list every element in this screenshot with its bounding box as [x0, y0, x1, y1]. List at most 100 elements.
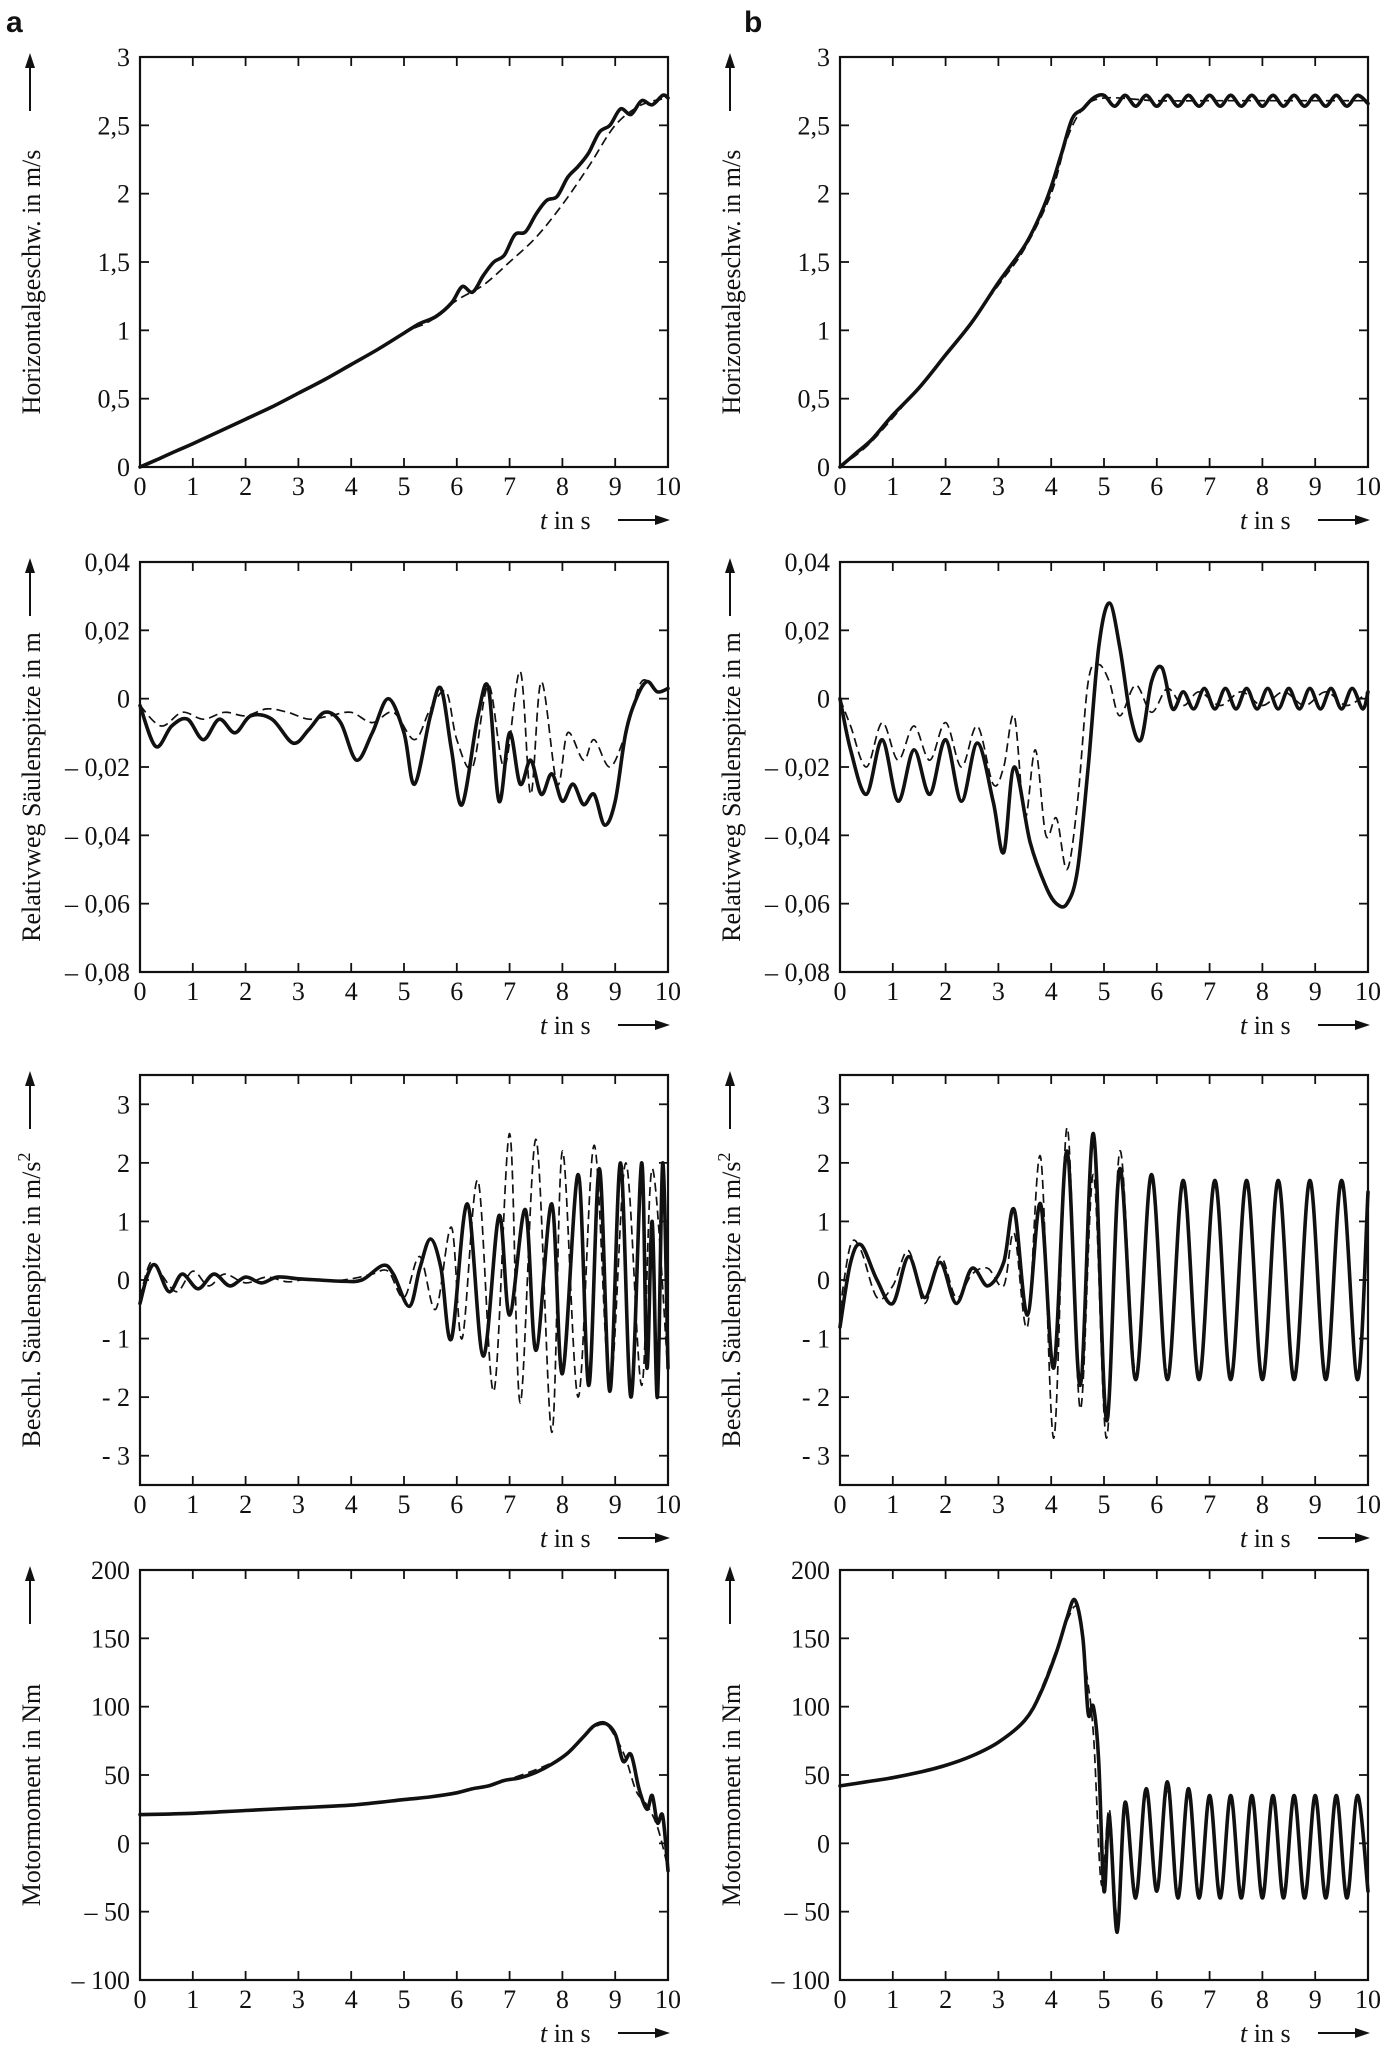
x-tick-label: 7	[503, 472, 516, 501]
x-tick-label: 3	[992, 1985, 1005, 2014]
x-tick-label: 1	[186, 1985, 199, 2014]
y-tick-label: 0	[817, 1829, 830, 1858]
y-tick-label: 0	[117, 1266, 130, 1295]
x-tick-label: 9	[609, 977, 622, 1006]
x-tick-label: 8	[1256, 472, 1269, 501]
x-tick-label: 1	[186, 1490, 199, 1519]
chart-a-3: 0 1 2 3 4 5 6 7 8 9 10 - 3 - 2 - 1 0 1 2 3 t in s Beschl. S…	[14, 1071, 681, 1553]
x-axis-title: t in s	[540, 2019, 591, 2048]
x-tick-label: 8	[556, 977, 569, 1006]
x-tick-label: 0	[134, 1490, 147, 1519]
y-tick-label: 3	[117, 1090, 130, 1119]
y-tick-label: 50	[804, 1761, 830, 1790]
x-tick-label: 6	[1150, 1490, 1163, 1519]
panel-label-b: b	[744, 6, 762, 39]
series-line-dashed	[839, 1605, 1369, 1920]
x-tick-label: 8	[1256, 977, 1269, 1006]
x-tick-label: 2	[939, 977, 952, 1006]
x-tick-label: 8	[1256, 1985, 1269, 2014]
x-tick-label: 6	[450, 977, 463, 1006]
x-tick-label: 10	[655, 977, 681, 1006]
x-tick-label: 2	[939, 1490, 952, 1519]
x-tick-label: 1	[886, 977, 899, 1006]
y-axis-arrowhead	[25, 1071, 35, 1086]
x-tick-label: 3	[292, 1490, 305, 1519]
y-axis-arrowhead	[725, 1071, 735, 1086]
y-tick-label: 150	[91, 1624, 130, 1653]
x-tick-label: 1	[886, 1985, 899, 2014]
x-axis-title: t in s	[1240, 506, 1291, 535]
series-line-solid	[838, 601, 1370, 909]
y-tick-label: 1	[117, 1207, 130, 1236]
y-tick-label: 2	[817, 180, 830, 209]
x-tick-label: 10	[1355, 977, 1381, 1006]
x-tick-label: 4	[1045, 1490, 1058, 1519]
x-tick-label: 2	[939, 472, 952, 501]
y-tick-label: – 0,04	[764, 821, 830, 850]
y-axis-arrowhead	[725, 558, 735, 573]
x-tick-label: 5	[398, 472, 411, 501]
y-tick-label: 2	[117, 180, 130, 209]
x-tick-label: 6	[1150, 977, 1163, 1006]
panel-label-a: a	[6, 6, 23, 39]
y-tick-label: 0	[117, 685, 130, 714]
y-tick-label: 0	[117, 1829, 130, 1858]
y-tick-label: 2,5	[98, 111, 131, 140]
chart-b-4: 0 1 2 3 4 5 6 7 8 9 10 – 100 – 50 0 50 100 150 200 t in s M…	[717, 1556, 1381, 2048]
x-tick-label: 10	[1355, 1490, 1381, 1519]
x-tick-label: 10	[1355, 1985, 1381, 2014]
x-tick-label: 7	[1203, 977, 1216, 1006]
x-tick-label: 4	[345, 472, 358, 501]
x-axis-arrowhead	[655, 515, 670, 525]
x-tick-label: 10	[1355, 472, 1381, 501]
series-line-solid	[838, 1131, 1370, 1423]
x-tick-label: 10	[655, 1490, 681, 1519]
x-tick-label: 5	[398, 1985, 411, 2014]
y-axis-title: Beschl. Säulenspitze in m/s2	[14, 1153, 46, 1448]
y-tick-label: – 0,06	[764, 890, 830, 919]
y-tick-label: 0,04	[85, 548, 131, 577]
x-tick-label: 0	[134, 472, 147, 501]
plot-frame	[138, 1073, 670, 1487]
x-axis-arrowhead	[1355, 1533, 1370, 1543]
y-tick-label: 0,04	[785, 548, 831, 577]
plot-frame	[138, 560, 670, 974]
y-tick-label: - 3	[102, 1442, 130, 1471]
x-tick-label: 5	[1098, 1985, 1111, 2014]
y-axis-title: Motormoment in Nm	[717, 1684, 746, 1906]
x-tick-label: 3	[292, 977, 305, 1006]
y-tick-label: – 50	[84, 1898, 131, 1927]
y-tick-label: – 0,08	[64, 958, 130, 987]
x-axis-arrowhead	[655, 2028, 670, 2038]
x-tick-label: 6	[1150, 1985, 1163, 2014]
x-axis-arrowhead	[655, 1020, 670, 1030]
y-axis-title: Relativweg Säulenspitze in m	[717, 632, 746, 942]
x-tick-label: 7	[503, 977, 516, 1006]
y-tick-label: 0,5	[798, 385, 831, 414]
x-tick-label: 0	[134, 977, 147, 1006]
x-tick-label: 9	[1309, 1490, 1322, 1519]
y-axis-title: Horizontalgeschw. in m/s	[17, 150, 46, 415]
x-tick-label: 0	[834, 977, 847, 1006]
x-tick-label: 1	[186, 977, 199, 1006]
series-line-dashed	[139, 1132, 669, 1434]
y-tick-label: – 0,06	[64, 890, 130, 919]
series-line-dashed	[839, 663, 1369, 871]
x-axis-arrowhead	[1355, 1020, 1370, 1030]
y-tick-label: - 1	[802, 1325, 830, 1354]
x-tick-label: 8	[556, 472, 569, 501]
x-tick-label: 0	[834, 1490, 847, 1519]
series-line-dashed	[839, 96, 1368, 468]
y-tick-label: 2	[817, 1149, 830, 1178]
x-tick-label: 5	[1098, 977, 1111, 1006]
y-tick-label: 200	[91, 1556, 130, 1585]
x-tick-label: 1	[886, 472, 899, 501]
x-axis-arrowhead	[1355, 515, 1370, 525]
y-tick-label: 150	[791, 1624, 830, 1653]
x-tick-label: 1	[886, 1490, 899, 1519]
chart-b-2: 0 1 2 3 4 5 6 7 8 9 10 – 0,08 – 0,06 – 0,04 – 0,02 0 0,0…	[717, 548, 1381, 1040]
x-tick-label: 6	[450, 1490, 463, 1519]
chart-a-4: 0 1 2 3 4 5 6 7 8 9 10 – 100 – 50 0 50 100 150 200 t in s M…	[17, 1556, 681, 2048]
x-tick-label: 7	[503, 1985, 516, 2014]
